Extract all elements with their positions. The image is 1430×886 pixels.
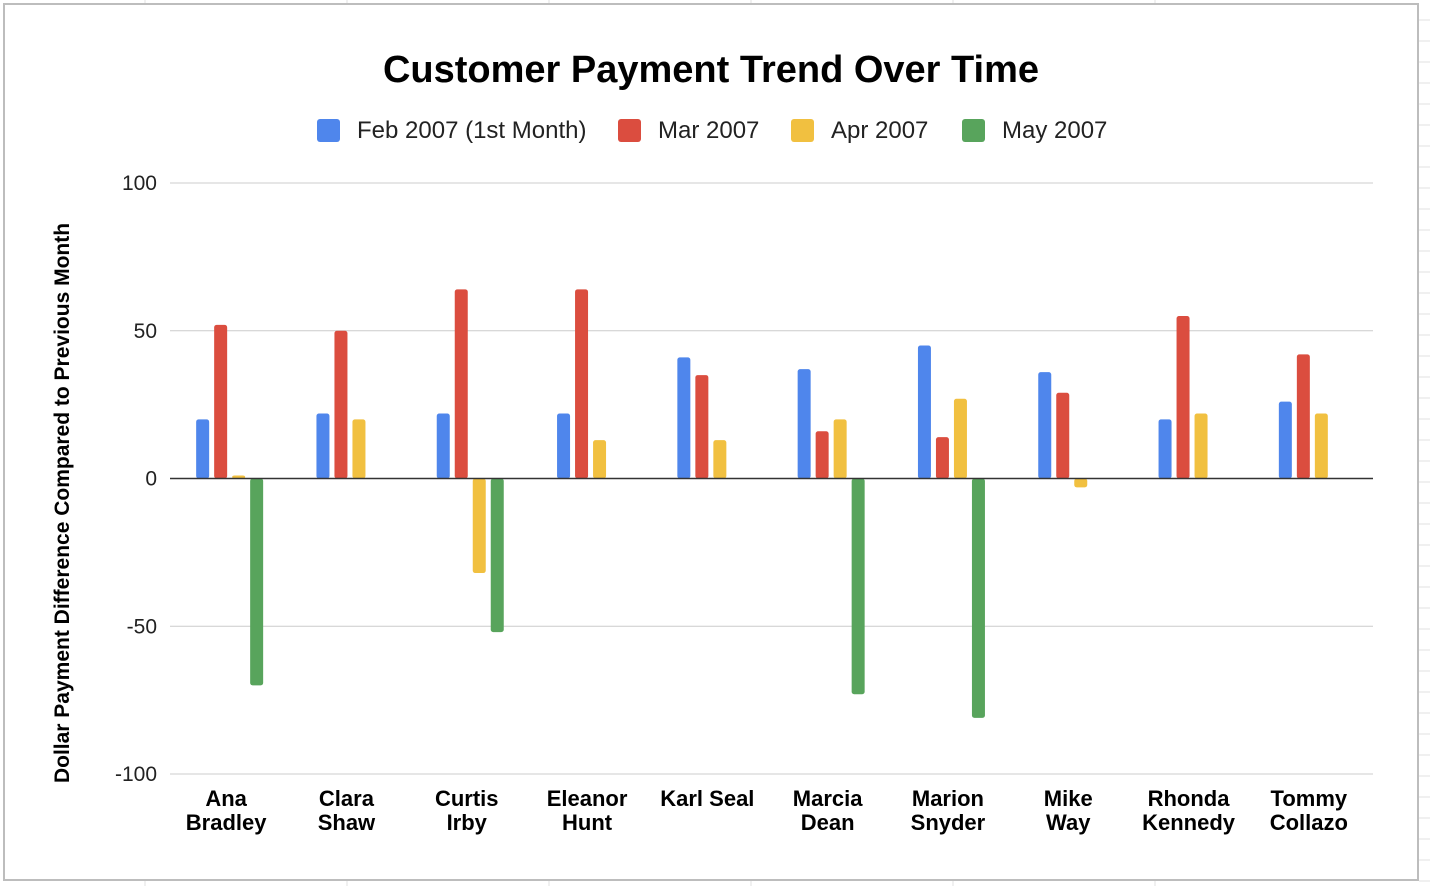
y-tick-label: 50 <box>134 320 157 343</box>
bar-apr-2007[interactable] <box>953 398 967 479</box>
bar-feb-2007-1st-month[interactable] <box>797 369 811 479</box>
bar-feb-2007-1st-month[interactable] <box>436 413 450 479</box>
bar-feb-2007-1st-month[interactable] <box>316 413 330 479</box>
bar-apr-2007[interactable] <box>833 419 847 479</box>
legend: Feb 2007 (1st Month) Mar 2007 Apr 2007 May … <box>317 117 1107 144</box>
legend-swatch[interactable] <box>791 119 814 142</box>
legend-label[interactable]: Feb 2007 (1st Month) <box>357 117 586 144</box>
bar-mar-2007[interactable] <box>1296 354 1310 479</box>
bar-feb-2007-1st-month[interactable] <box>1038 372 1052 479</box>
gridlines <box>170 182 1373 775</box>
chart-title: Customer Payment Trend Over Time <box>383 49 1039 91</box>
bar-apr-2007[interactable] <box>1074 478 1088 488</box>
bar-mar-2007[interactable] <box>815 431 829 479</box>
y-axis-ticks: 100 50 0 -50 -100 <box>115 172 157 786</box>
x-category-label: Marion <box>912 786 984 811</box>
x-category-label: Karl Seal <box>660 786 754 811</box>
x-category-label: Curtis <box>435 786 499 811</box>
bar-mar-2007[interactable] <box>935 437 949 479</box>
x-category-label: Marcia <box>793 786 863 811</box>
bar-feb-2007-1st-month[interactable] <box>1158 419 1172 479</box>
legend-swatch[interactable] <box>962 119 985 142</box>
bar-mar-2007[interactable] <box>214 324 228 479</box>
bar-mar-2007[interactable] <box>695 375 709 479</box>
x-category-label: Rhonda <box>1148 786 1231 811</box>
x-category-label: Clara <box>319 786 375 811</box>
legend-swatch[interactable] <box>317 119 340 142</box>
x-category-label: Ana <box>205 786 247 811</box>
x-category-label: Kennedy <box>1142 810 1236 835</box>
legend-label[interactable]: Mar 2007 <box>658 117 759 144</box>
bar-mar-2007[interactable] <box>1056 392 1070 479</box>
x-category-label: Collazo <box>1270 810 1348 835</box>
bar-feb-2007-1st-month[interactable] <box>196 419 210 479</box>
legend-label[interactable]: May 2007 <box>1002 117 1107 144</box>
bar-may-2007[interactable] <box>851 478 865 695</box>
bar-apr-2007[interactable] <box>472 478 486 574</box>
x-category-label: Dean <box>801 810 855 835</box>
x-category-label: Tommy <box>1271 786 1348 811</box>
y-tick-label: 100 <box>122 172 157 195</box>
y-tick-label: -100 <box>115 763 157 786</box>
bar-feb-2007-1st-month[interactable] <box>557 413 571 479</box>
bar-may-2007[interactable] <box>490 478 504 633</box>
x-category-label: Snyder <box>911 810 986 835</box>
y-axis-title: Dollar Payment Difference Compared to Pr… <box>51 223 74 783</box>
legend-label[interactable]: Apr 2007 <box>831 117 928 144</box>
y-tick-label: -50 <box>127 615 157 638</box>
bar-may-2007[interactable] <box>250 478 264 686</box>
bar-mar-2007[interactable] <box>334 330 348 479</box>
x-category-label: Shaw <box>318 810 376 835</box>
bar-mar-2007[interactable] <box>1176 315 1190 479</box>
bar-mar-2007[interactable] <box>575 289 589 479</box>
bar-may-2007[interactable] <box>971 478 985 718</box>
bar-apr-2007[interactable] <box>352 419 366 479</box>
x-category-label: Mike <box>1044 786 1093 811</box>
x-category-label: Eleanor <box>547 786 628 811</box>
bar-feb-2007-1st-month[interactable] <box>1278 401 1292 479</box>
bar-apr-2007[interactable] <box>593 440 607 479</box>
y-tick-label: 0 <box>145 468 157 491</box>
x-category-label: Hunt <box>562 810 613 835</box>
bar-feb-2007-1st-month[interactable] <box>677 357 691 479</box>
legend-swatch[interactable] <box>618 119 641 142</box>
x-category-label: Irby <box>447 810 488 835</box>
x-category-label: Bradley <box>186 810 267 835</box>
bar-apr-2007[interactable] <box>1194 413 1208 479</box>
bar-mar-2007[interactable] <box>454 289 468 479</box>
bar-apr-2007[interactable] <box>1314 413 1328 479</box>
x-category-label: Way <box>1046 810 1091 835</box>
bar-apr-2007[interactable] <box>713 440 727 479</box>
bar-feb-2007-1st-month[interactable] <box>917 345 931 479</box>
bars <box>196 289 1328 718</box>
